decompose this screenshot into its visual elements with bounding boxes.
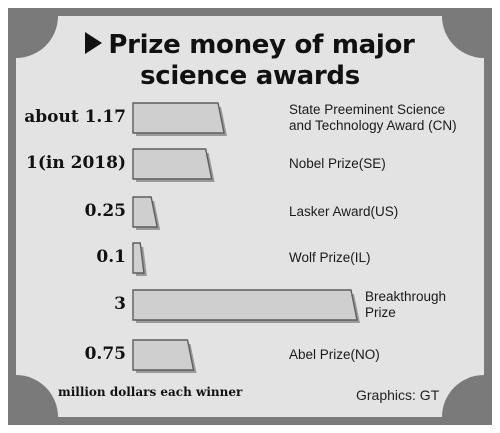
right-triangle-icon [85, 32, 103, 54]
value-label: 0.1 [96, 247, 126, 267]
value-label: 0.75 [84, 344, 126, 364]
graphics-credit: Graphics: GT [356, 387, 440, 403]
award-label-line: Prize [365, 305, 396, 320]
award-label: Abel Prize(NO) [289, 347, 380, 363]
award-label-line: Abel Prize(NO) [289, 347, 380, 362]
value-label: 1(in 2018) [26, 153, 126, 173]
award-label-line: State Preeminent Science [289, 102, 446, 117]
value-label: 3 [114, 294, 126, 314]
unit-note: million dollars each winner [58, 385, 243, 399]
bar [132, 289, 358, 321]
award-label-line: and Technology Award (CN) [289, 118, 457, 133]
chart-title-text-1: Prize money of major [108, 30, 415, 60]
chart-title-line-2: science awards [140, 61, 360, 91]
award-label: Lasker Award(US) [289, 204, 398, 220]
value-label: about 1.17 [24, 107, 126, 127]
chart-title-line-1: Prize money of major [0, 30, 500, 60]
value-label: 0.25 [84, 201, 126, 221]
bar [132, 339, 195, 371]
award-label: State Preeminent Science and Technology A… [289, 102, 457, 134]
award-label: Nobel Prize(SE) [289, 156, 386, 172]
award-label: Wolf Prize(IL) [289, 250, 371, 266]
bar [132, 242, 145, 274]
award-label-line: Nobel Prize(SE) [289, 156, 386, 171]
bar [132, 102, 225, 134]
award-label-line: Lasker Award(US) [289, 204, 399, 219]
award-label: Breakthrough Prize [365, 289, 446, 321]
award-label-line: Breakthrough [365, 289, 447, 304]
award-label-line: Wolf Prize(IL) [289, 250, 371, 265]
bar [132, 148, 213, 180]
bar [132, 196, 159, 228]
